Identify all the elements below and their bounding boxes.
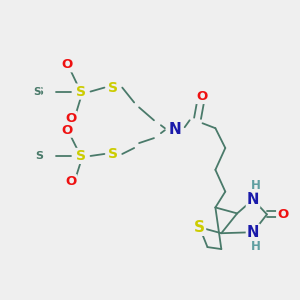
Text: H: H [251,179,261,192]
Text: N: N [168,122,181,137]
Text: S: S [76,85,85,98]
Text: O: O [61,124,72,137]
Text: O: O [65,175,76,188]
Text: N: N [247,192,259,207]
Text: S: S [194,220,205,235]
Text: S: S [35,86,43,97]
Text: S: S [33,86,41,97]
Text: S: S [108,147,118,161]
Text: S: S [35,151,43,161]
Text: O: O [196,90,207,103]
Text: S: S [108,81,118,94]
Text: N: N [247,225,259,240]
Text: O: O [61,58,72,71]
Text: S: S [76,149,85,163]
Text: O: O [277,208,288,221]
Text: O: O [65,112,76,125]
Text: H: H [251,240,261,253]
